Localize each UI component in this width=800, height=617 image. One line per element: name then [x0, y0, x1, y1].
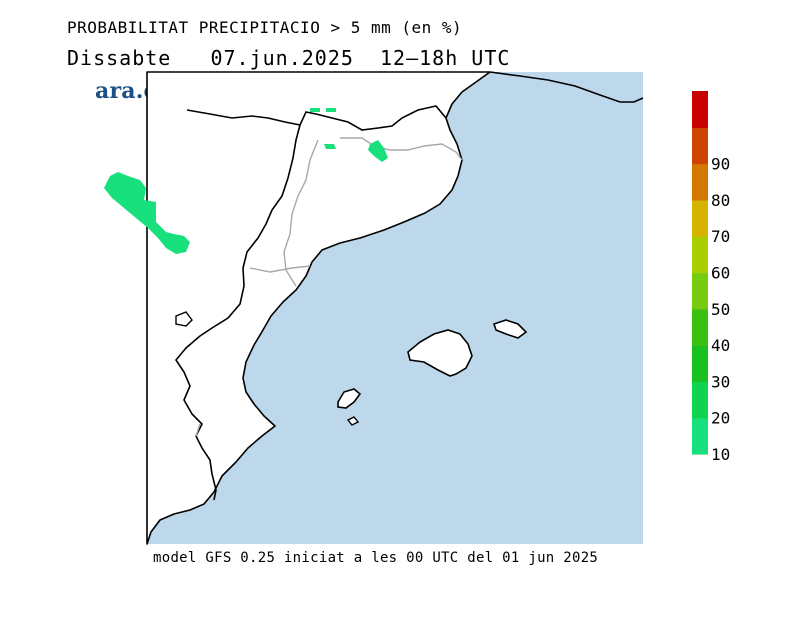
colorbar-segment — [692, 199, 708, 237]
colorbar-label: 60 — [711, 264, 730, 283]
teruel-outline — [175, 311, 193, 327]
precip-area-pyrenees-north-2 — [326, 108, 336, 112]
formentera-island — [346, 416, 360, 426]
period-label: 12–18h UTC — [380, 46, 511, 70]
colorbar-segment — [692, 308, 708, 346]
catalonia-western-border — [175, 124, 301, 501]
precip-area-aragon-west — [104, 172, 190, 254]
precip-area-pyrenees-east — [368, 140, 388, 162]
colorbar-label: 10 — [711, 445, 730, 464]
colorbar-label: 70 — [711, 227, 730, 246]
precipitation-areas — [104, 108, 388, 254]
menorca-island — [492, 319, 528, 339]
date-label: 07.jun.2025 — [210, 46, 354, 70]
colorbar-segment — [692, 381, 708, 419]
colorbar-label: 80 — [711, 191, 730, 210]
colorbar-segment — [692, 127, 708, 165]
colorbar-label: 20 — [711, 409, 730, 428]
colorbar-segment — [692, 91, 708, 128]
colorbar-segment — [692, 345, 708, 382]
colorbar-label: 30 — [711, 372, 730, 391]
colorbar-segment — [692, 417, 708, 455]
colorbar-segment — [692, 272, 708, 310]
precip-area-pyrenees-aran — [324, 144, 336, 149]
colorbar-label: 90 — [711, 155, 730, 174]
spain-france-border — [186, 105, 447, 131]
france-coast — [489, 71, 644, 103]
model-info: model GFS 0.25 iniciat a les 00 UTC del … — [153, 550, 599, 566]
day-label: Dissabte — [67, 46, 172, 70]
map-variable-title: PROBABILITAT PRECIPITACIO > 5 mm (en %) — [67, 18, 463, 37]
colorbar-segment — [692, 163, 708, 201]
precip-area-pyrenees-north-1 — [310, 108, 320, 112]
provincial-borders — [195, 137, 463, 437]
colorbar-segment — [692, 236, 708, 274]
mainland-land — [146, 71, 491, 545]
colorbar: 10 20 30 40 50 60 70 80 90 — [692, 91, 730, 464]
map-date-title: Dissabte 07.jun.2025 12–18h UTC — [67, 46, 510, 70]
colorbar-label: 50 — [711, 300, 730, 319]
ibiza-island — [337, 388, 362, 409]
mallorca-island — [407, 329, 473, 377]
colorbar-label: 40 — [711, 336, 730, 355]
